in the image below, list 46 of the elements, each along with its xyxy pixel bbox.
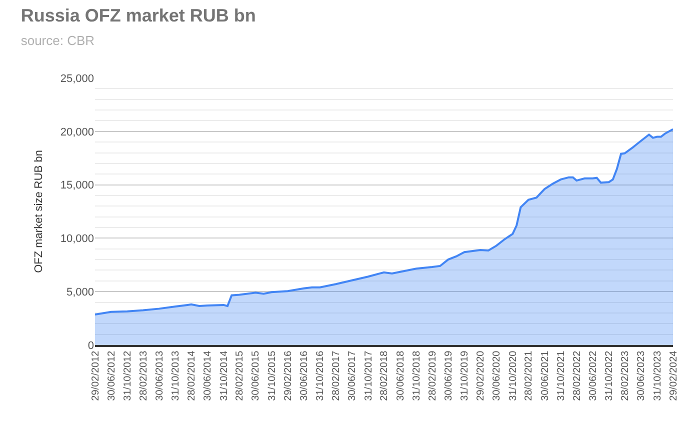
- x-tick-label: 29/02/2020: [476, 350, 487, 401]
- y-axis-title: OFZ market size RUB bn: [32, 150, 45, 273]
- x-tick-label: 30/06/2016: [299, 350, 310, 401]
- x-tick-label: 28/02/2019: [427, 350, 438, 401]
- x-tick-label: 28/02/2013: [138, 350, 150, 401]
- x-tick-label: 28/02/2022: [572, 350, 583, 401]
- x-tick-label: 30/06/2020: [492, 350, 503, 401]
- x-tick-label: 30/06/2012: [106, 350, 118, 401]
- x-tick-label: 31/10/2019: [460, 350, 471, 401]
- x-tick-label: 31/10/2016: [315, 350, 326, 401]
- chart-subtitle: source: CBR: [20, 32, 95, 48]
- x-tick-label: 28/02/2015: [234, 350, 246, 401]
- x-tick-label: 30/06/2019: [443, 350, 454, 401]
- y-tick-label: 5,000: [66, 286, 94, 298]
- x-tick-label: 30/06/2022: [588, 350, 599, 401]
- x-tick-label: 30/06/2015: [250, 350, 262, 401]
- x-tick-label: 30/06/2023: [636, 350, 648, 401]
- y-tick-label: 20,000: [60, 126, 94, 138]
- chart-title: Russia OFZ market RUB bn: [20, 5, 256, 26]
- y-tick-label: 0: [88, 340, 94, 352]
- y-tick-label: 10,000: [60, 233, 94, 246]
- x-tick-label: 31/10/2018: [411, 350, 422, 401]
- x-tick-label: 28/02/2018: [379, 350, 390, 401]
- x-tick-label: 29/02/2012: [90, 350, 102, 401]
- x-tick-label: 31/10/2023: [652, 350, 664, 401]
- x-tick-label: 30/06/2017: [347, 350, 358, 401]
- x-tick-label: 29/02/2024: [668, 350, 680, 401]
- x-tick-label: 28/02/2023: [620, 350, 631, 401]
- x-tick-label: 28/02/2021: [524, 350, 535, 401]
- x-tick-label: 31/10/2020: [508, 350, 519, 401]
- x-tick-label: 31/10/2021: [556, 350, 568, 401]
- x-tick-label: 28/02/2014: [186, 350, 198, 401]
- x-tick-label: 30/06/2018: [395, 350, 406, 401]
- x-tick-label: 31/10/2014: [218, 350, 230, 401]
- x-tick-label: 29/02/2016: [282, 350, 294, 401]
- x-tick-label: 31/10/2015: [266, 350, 278, 401]
- x-tick-label: 31/10/2017: [363, 350, 374, 401]
- x-tick-label: 31/10/2013: [170, 350, 182, 401]
- y-tick-label: 25,000: [60, 72, 94, 85]
- x-tick-label: 30/06/2021: [540, 350, 551, 401]
- y-tick-label: 15,000: [60, 180, 94, 192]
- x-tick-label: 31/10/2022: [604, 350, 616, 401]
- x-tick-label: 31/10/2012: [122, 350, 134, 401]
- x-tick-label: 28/02/2017: [331, 350, 342, 401]
- x-tick-label: 30/06/2013: [154, 350, 166, 401]
- x-tick-label: 30/06/2014: [202, 350, 214, 401]
